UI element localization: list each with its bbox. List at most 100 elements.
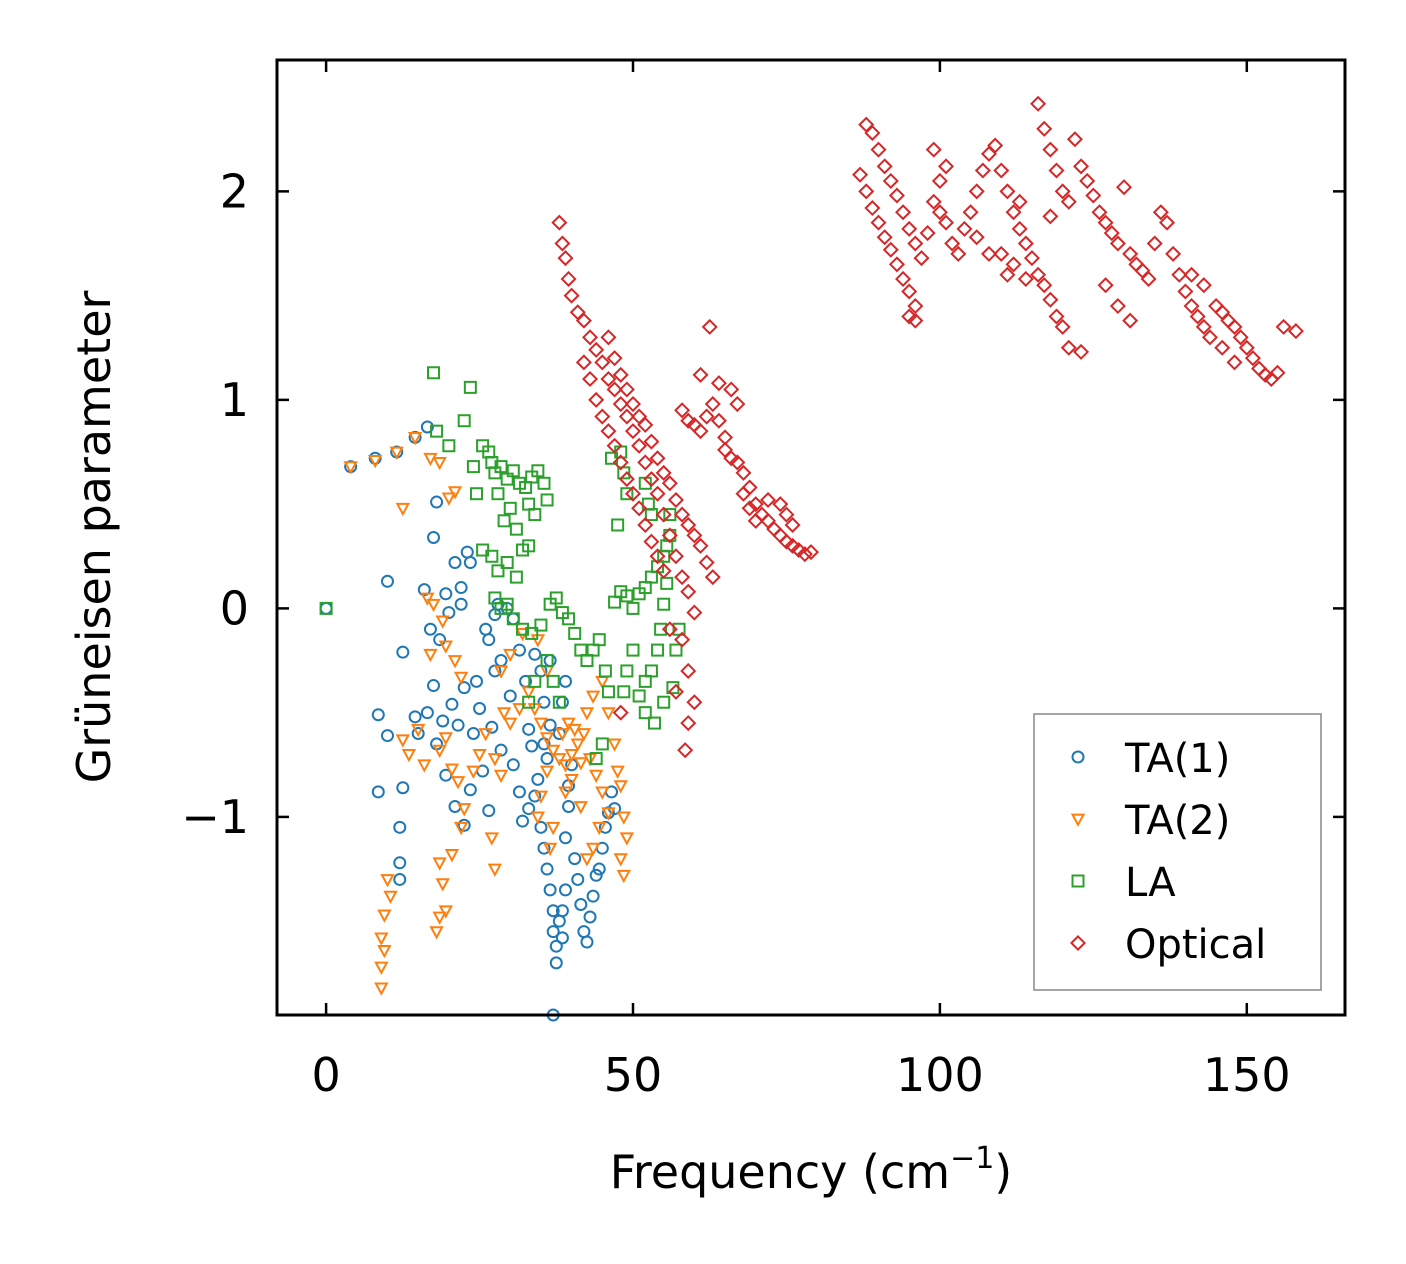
data-point: [595, 786, 610, 800]
data-point: [558, 831, 572, 845]
data-point: [601, 685, 615, 699]
data-point: [938, 158, 955, 175]
data-point: [575, 354, 592, 371]
data-point: [522, 539, 536, 553]
data-point: [747, 512, 764, 529]
data-point: [319, 601, 333, 615]
data-point: [626, 601, 640, 615]
data-point: [485, 549, 499, 563]
data-point: [956, 220, 973, 237]
data-point: [661, 527, 678, 544]
data-point: [631, 437, 648, 454]
data-point: [531, 772, 545, 786]
data-point: [592, 862, 606, 876]
x-tick-label: 100: [896, 1048, 984, 1102]
data-point: [1048, 308, 1065, 325]
data-point: [380, 574, 394, 588]
data-point: [1269, 364, 1286, 381]
data-point: [600, 329, 617, 346]
data-point: [1042, 141, 1059, 158]
data-points: [319, 95, 1304, 1022]
data-point: [546, 821, 561, 836]
data-point: [497, 514, 511, 528]
data-point: [729, 454, 746, 471]
data-point: [784, 537, 801, 554]
x-tick-label: 0: [311, 1048, 340, 1102]
data-point: [576, 728, 592, 742]
data-point: [870, 141, 887, 158]
data-point: [393, 856, 407, 870]
data-point: [626, 643, 640, 657]
data-point: [1232, 329, 1249, 346]
data-point: [371, 785, 385, 799]
data-point: [503, 648, 518, 663]
data-point: [442, 439, 456, 453]
data-point: [620, 487, 634, 501]
data-point: [371, 708, 385, 722]
data-point: [677, 742, 694, 759]
data-point: [1244, 350, 1261, 367]
data-point: [598, 664, 612, 678]
data-point: [680, 412, 697, 429]
data-point: [680, 516, 697, 534]
data-point: [522, 695, 536, 709]
data-point: [907, 312, 924, 329]
data-point: [651, 643, 665, 657]
data-point: [607, 738, 622, 752]
data-point: [466, 727, 480, 741]
data-point: [594, 354, 611, 371]
data-point: [632, 689, 646, 703]
data-point: [482, 633, 496, 647]
data-point: [531, 464, 545, 478]
data-point: [741, 500, 758, 517]
data-point: [469, 674, 483, 688]
data-point: [895, 270, 912, 287]
data-point: [1226, 354, 1243, 371]
data-point: [377, 944, 392, 959]
data-point: [374, 961, 389, 975]
legend-entry: TA(2): [1070, 798, 1230, 844]
data-point: [534, 820, 548, 834]
data-point: [938, 214, 955, 231]
data-point: [580, 935, 594, 949]
data-point: [624, 423, 642, 440]
data-point: [562, 612, 576, 626]
data-point: [423, 622, 437, 636]
data-point: [1066, 131, 1083, 148]
data-point: [637, 416, 654, 433]
data-point: [710, 412, 727, 429]
data-point: [496, 707, 512, 721]
series-optical: [551, 95, 1304, 759]
data-point: [601, 807, 616, 821]
data-point: [1091, 204, 1108, 221]
data-point: [435, 878, 450, 892]
data-point: [417, 583, 431, 597]
data-point: [543, 718, 557, 732]
data-point: [619, 832, 635, 846]
data-point: [433, 633, 447, 647]
data-point: [778, 506, 795, 523]
data-point: [534, 618, 548, 632]
data-point: [974, 162, 991, 179]
data-point: [485, 720, 499, 734]
data-point: [454, 597, 468, 611]
data-point: [522, 497, 536, 511]
data-point: [980, 245, 998, 262]
data-point: [448, 556, 462, 570]
data-point: [1030, 95, 1047, 112]
legend-label: LA: [1125, 860, 1176, 906]
data-point: [637, 454, 654, 471]
data-point: [1079, 172, 1096, 189]
data-point: [557, 250, 574, 267]
data-point: [667, 548, 684, 565]
data-point: [503, 501, 517, 515]
data-point: [516, 814, 530, 828]
data-point: [473, 701, 487, 715]
y-tick-label: 0: [220, 581, 249, 635]
data-point: [1097, 214, 1114, 231]
legend-marker: [1071, 874, 1085, 888]
data-point: [649, 548, 666, 565]
data-point: [598, 820, 612, 834]
data-point: [512, 785, 526, 799]
